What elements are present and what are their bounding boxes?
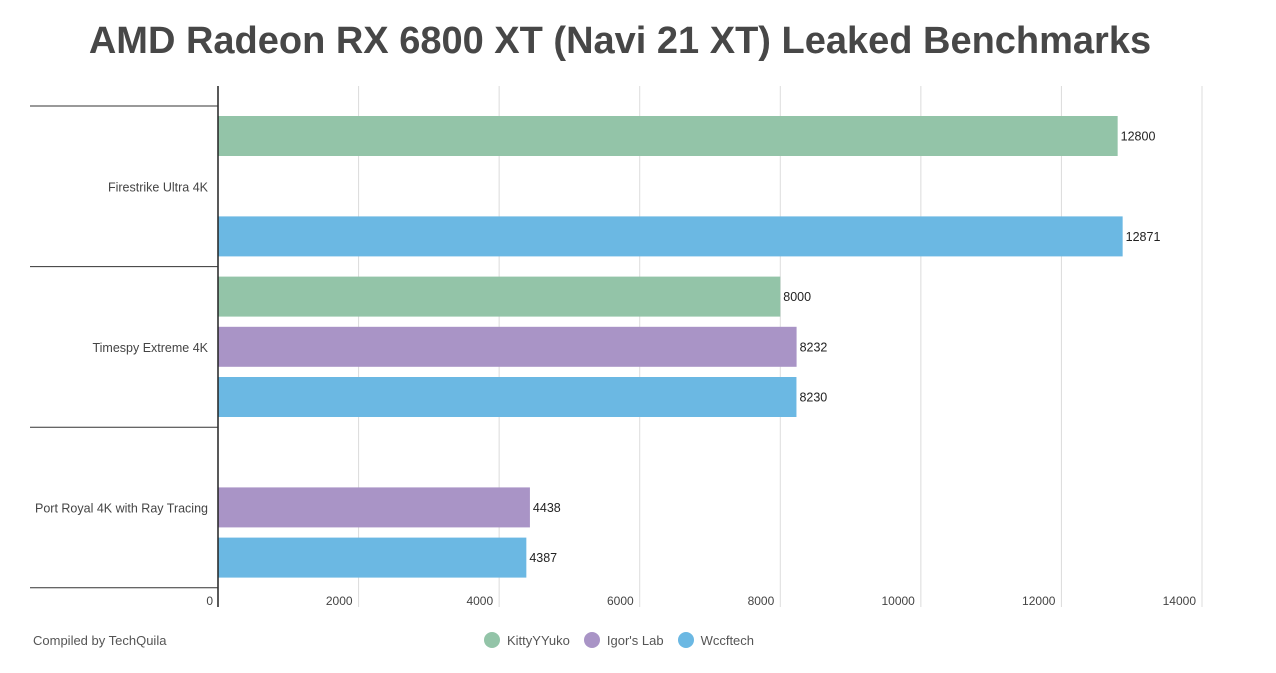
- legend-label: Wccftech: [700, 632, 755, 648]
- data-label: 8000: [783, 290, 811, 304]
- data-label: 8230: [799, 391, 827, 405]
- x-tick-label: 12000: [1022, 594, 1056, 608]
- x-tick-label: 4000: [466, 594, 493, 608]
- bar: [218, 377, 797, 417]
- x-tick-label: 8000: [748, 594, 775, 608]
- legend-swatch: [583, 632, 600, 648]
- data-label: 4438: [533, 501, 561, 515]
- legend-swatch: [677, 632, 694, 648]
- data-label: 8232: [800, 340, 828, 354]
- legend-item: Igor's Lab: [583, 632, 664, 648]
- data-label: 12871: [1126, 230, 1161, 244]
- x-tick-label: 2000: [326, 594, 353, 608]
- category-label: Firestrike Ultra 4K: [108, 180, 209, 194]
- bar: [218, 276, 781, 317]
- data-label: 4387: [529, 551, 557, 565]
- category-label: Port Royal 4K with Ray Tracing: [35, 502, 208, 516]
- chart-title: AMD Radeon RX 6800 XT (Navi 21 XT) Leake…: [88, 20, 1152, 62]
- bar: [218, 487, 530, 528]
- legend-label: KittyYYuko: [507, 632, 570, 648]
- legend-label: Igor's Lab: [606, 632, 664, 648]
- x-tick-label: 10000: [881, 594, 915, 608]
- legend-item: KittyYYuko: [484, 632, 570, 648]
- legend-swatch: [484, 632, 500, 648]
- data-label: 12800: [1121, 130, 1156, 144]
- x-tick-label: 14000: [1163, 594, 1197, 608]
- credit-text: Compiled by TechQuila: [33, 633, 167, 648]
- legend-item: Wccftech: [677, 632, 755, 648]
- bar: [218, 537, 527, 578]
- x-tick-label: 0: [206, 594, 213, 608]
- chart-legend: KittyYYuko Igor's Lab Wccftech: [484, 632, 768, 648]
- x-tick-label: 6000: [607, 594, 634, 608]
- bar: [218, 326, 797, 367]
- bar: [218, 116, 1118, 156]
- category-label: Timespy Extreme 4K: [92, 341, 208, 355]
- bar: [218, 216, 1123, 257]
